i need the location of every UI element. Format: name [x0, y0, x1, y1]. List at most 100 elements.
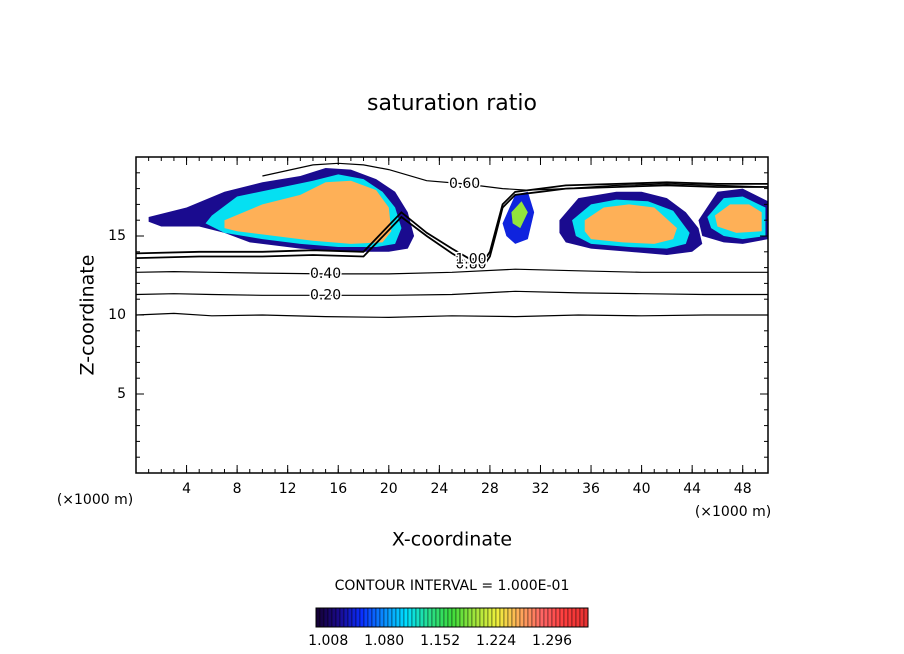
contour-label: 0.20 [310, 287, 341, 303]
x-tick-label: 24 [430, 481, 448, 497]
colorbar-tick-label: 1.152 [420, 633, 460, 649]
contour-label: 0.60 [449, 176, 480, 192]
colorbar-cell [483, 607, 489, 628]
colorbar-cell [523, 607, 529, 628]
x-axis-label: X-coordinate [392, 529, 512, 551]
x-tick-label: 20 [380, 481, 398, 497]
colorbar-cell [323, 607, 329, 628]
colorbar-tick-label: 1.296 [532, 633, 572, 649]
colorbar-tick-label: 1.224 [476, 633, 516, 649]
colorbar-cell [383, 607, 389, 628]
contour-interval: CONTOUR INTERVAL = 1.000E-01 [335, 578, 570, 594]
x-unit-label: (×1000 m) [695, 504, 771, 520]
colorbar-cell [495, 607, 501, 628]
colorbar-cell [583, 607, 589, 628]
colorbar-cell [387, 607, 393, 628]
chart-title: saturation ratio [367, 91, 537, 116]
colorbar-cell [363, 607, 369, 628]
colorbar-cell [519, 607, 525, 628]
colorbar-tick-label: 1.008 [308, 633, 348, 649]
contour-line [136, 290, 768, 296]
x-tick-label: 16 [329, 481, 347, 497]
colorbar-frame [315, 607, 589, 628]
colorbar-cell [391, 607, 397, 628]
x-tick-label: 4 [182, 481, 191, 497]
colorbar-cell [547, 607, 553, 628]
colorbar-cell [351, 607, 357, 628]
colorbar-cell [443, 607, 449, 628]
colorbar-cell [331, 607, 337, 628]
colorbar-cell [419, 607, 425, 628]
colorbar-cell [327, 607, 333, 628]
saturation-region [714, 204, 762, 233]
colorbar-cell [543, 607, 549, 628]
saturation-region [511, 201, 528, 229]
colorbar-cell [315, 607, 321, 628]
colorbar-cell [555, 607, 561, 628]
y-tick-label: 10 [108, 307, 126, 323]
colorbar-cell [563, 607, 569, 628]
x-tick-label: 40 [633, 481, 651, 497]
colorbar-cell [535, 607, 541, 628]
colorbar-cell [515, 607, 521, 628]
x-tick-label: 32 [532, 481, 550, 497]
contour-line [136, 181, 768, 263]
colorbar-cell [427, 607, 433, 628]
x-tick-label: 12 [279, 481, 297, 497]
colorbar-cell [447, 607, 453, 628]
colorbar-cell [475, 607, 481, 628]
colorbar-cell [343, 607, 349, 628]
colorbar-cell [367, 607, 373, 628]
colorbar-cell [491, 607, 497, 628]
x-tick-label: 8 [233, 481, 242, 497]
colorbar-cell [467, 607, 473, 628]
colorbar-cell [411, 607, 417, 628]
colorbar-cell [479, 607, 485, 628]
y-axis-label: Z-coordinate [77, 255, 99, 376]
colorbar-cell [459, 607, 465, 628]
contour-label: 0.40 [310, 266, 341, 282]
colorbar-tick-label: 1.080 [364, 633, 404, 649]
contour-line [136, 268, 768, 275]
colorbar-cell [423, 607, 429, 628]
colorbar-cell [503, 607, 509, 628]
y-tick-label: 5 [117, 386, 126, 402]
x-unit-label: (×1000 m) [57, 492, 133, 508]
saturation-region [584, 204, 677, 244]
colorbar-cell [347, 607, 353, 628]
colorbar-cell [551, 607, 557, 628]
colorbar-cell [511, 607, 517, 628]
plot-area: 0.200.400.801.000.60 [136, 162, 768, 319]
colorbar-cell [539, 607, 545, 628]
x-tick-label: 28 [481, 481, 499, 497]
colorbar-cell [579, 607, 585, 628]
colorbar-cell [559, 607, 565, 628]
colorbar-cell [471, 607, 477, 628]
colorbar-cell [379, 607, 385, 628]
colorbar-cell [335, 607, 341, 628]
colorbar-cell [435, 607, 441, 628]
colorbar-cell [455, 607, 461, 628]
colorbar-cell [407, 607, 413, 628]
colorbar-cell [507, 607, 513, 628]
contour-line [136, 184, 768, 267]
y-tick-label: 15 [108, 228, 126, 244]
colorbar-cell [399, 607, 405, 628]
colorbar-cell [339, 607, 345, 628]
colorbar-cell [431, 607, 437, 628]
saturation-region [224, 180, 392, 244]
colorbar-cell [575, 607, 581, 628]
x-tick-label: 48 [734, 481, 752, 497]
colorbar-cell [319, 607, 325, 628]
x-tick-label: 36 [582, 481, 600, 497]
colorbar-cell [451, 607, 457, 628]
colorbar-cell [499, 607, 505, 628]
colorbar-cell [359, 607, 365, 628]
colorbar-cell [415, 607, 421, 628]
colorbar-cell [527, 607, 533, 628]
x-tick-label: 44 [683, 481, 701, 497]
colorbar-cell [375, 607, 381, 628]
contour-line [136, 312, 768, 319]
